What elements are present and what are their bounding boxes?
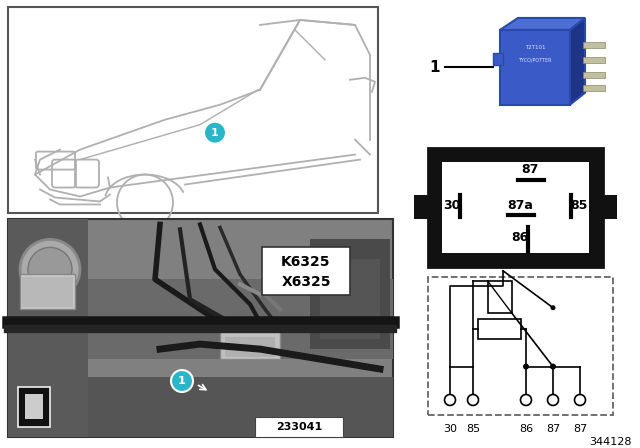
Bar (320, 259, 380, 339)
Circle shape (467, 395, 479, 405)
Text: 87: 87 (522, 163, 539, 176)
Bar (25, 394, 43, 419)
Bar (310, 239, 390, 349)
Bar (493, 53, 503, 65)
Text: 233041: 233041 (276, 422, 322, 432)
Text: K6325: K6325 (281, 255, 331, 269)
Text: 85: 85 (570, 199, 588, 212)
Circle shape (575, 395, 586, 405)
Bar (603, 195, 617, 220)
Polygon shape (570, 18, 585, 105)
Bar (583, 57, 605, 63)
Bar (583, 72, 605, 78)
Bar (8, 220, 393, 437)
Circle shape (171, 370, 193, 392)
Text: 344128: 344128 (589, 437, 632, 447)
Circle shape (550, 364, 556, 370)
Bar (583, 42, 605, 48)
Text: 1: 1 (429, 60, 440, 75)
Bar (22, 277, 73, 307)
Text: X6325: X6325 (281, 275, 331, 289)
Bar (414, 195, 428, 220)
Circle shape (20, 239, 80, 299)
Bar (583, 85, 605, 91)
Text: 1: 1 (211, 128, 219, 138)
Bar (428, 148, 603, 267)
Text: 86: 86 (519, 424, 533, 434)
Bar (220, 329, 280, 359)
Text: 87: 87 (546, 424, 560, 434)
Bar (8, 7, 378, 213)
Circle shape (445, 395, 456, 405)
Polygon shape (500, 18, 585, 30)
Bar (262, 247, 350, 295)
Bar (20, 274, 75, 309)
Bar (8, 279, 393, 359)
Bar (18, 387, 50, 427)
Text: 86: 86 (511, 231, 529, 244)
Text: TYCO/POTTER: TYCO/POTTER (518, 57, 552, 62)
Bar (8, 377, 393, 437)
Bar (488, 281, 511, 313)
Text: 1: 1 (178, 376, 186, 386)
Bar (428, 277, 613, 415)
Text: 87: 87 (573, 424, 587, 434)
Text: T2T101: T2T101 (525, 45, 545, 50)
Circle shape (28, 247, 72, 291)
Text: 30: 30 (444, 199, 461, 212)
Bar (478, 319, 521, 339)
Bar (442, 162, 589, 254)
Bar (8, 220, 88, 437)
Text: 30: 30 (443, 424, 457, 434)
Text: 87a: 87a (507, 199, 533, 212)
Circle shape (523, 364, 529, 370)
Bar (225, 337, 275, 357)
Bar (255, 417, 343, 437)
Text: 85: 85 (466, 424, 480, 434)
Circle shape (520, 395, 531, 405)
Circle shape (550, 305, 556, 310)
Circle shape (204, 122, 226, 144)
Polygon shape (500, 30, 570, 105)
Circle shape (547, 395, 559, 405)
